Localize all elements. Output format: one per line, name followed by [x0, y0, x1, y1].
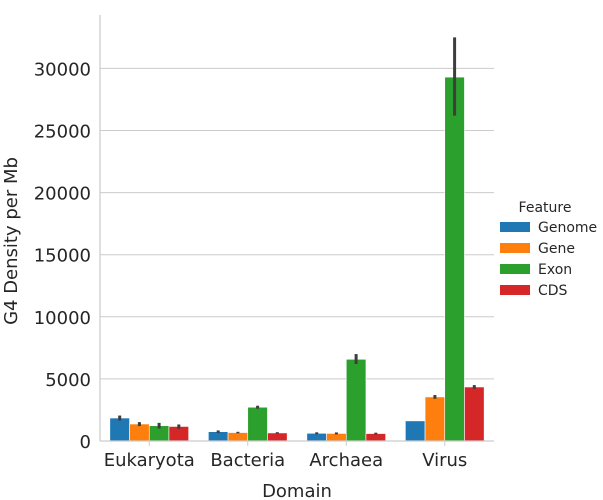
- y-axis-label: G4 Density per Mb: [1, 157, 22, 325]
- y-tick-label: 10000: [34, 308, 91, 329]
- x-tick-label: Virus: [422, 450, 467, 471]
- y-tick-label: 25000: [34, 122, 91, 143]
- y-tick-labels: 0 5000 10000 15000 20000 25000 30000: [34, 59, 91, 453]
- bars: [109, 76, 485, 442]
- x-tick-labels: Eukaryota Bacteria Archaea Virus: [104, 450, 468, 471]
- bar-cds-virus: [464, 386, 485, 442]
- y-tick-label: 20000: [34, 184, 91, 205]
- x-tick-label: Bacteria: [210, 450, 285, 471]
- legend-swatch-cds: [500, 285, 530, 295]
- bar-genome-eukaryota: [109, 417, 130, 442]
- bar-genome-archaea: [306, 432, 327, 442]
- x-tick-label: Eukaryota: [104, 450, 195, 471]
- bar-gene-archaea: [326, 433, 347, 442]
- bar-gene-eukaryota: [129, 423, 150, 442]
- x-axis-label: Domain: [262, 481, 332, 500]
- error-bars: [118, 37, 476, 435]
- legend-title: Feature: [519, 200, 572, 216]
- legend-swatch-exon: [500, 264, 530, 274]
- bar-gene-bacteria: [227, 432, 249, 442]
- x-tick-label: Archaea: [309, 450, 383, 471]
- bar-gene-virus: [424, 396, 446, 442]
- bar-genome-virus: [405, 420, 426, 442]
- y-tick-label: 0: [80, 432, 91, 453]
- legend-label-exon: Exon: [538, 262, 572, 278]
- bar-exon-virus: [444, 76, 465, 442]
- legend-swatch-gene: [500, 243, 530, 253]
- legend-label-genome: Genome: [538, 220, 597, 236]
- y-tick-label: 30000: [34, 59, 91, 80]
- gridlines: [100, 67, 494, 380]
- y-tick-label: 5000: [45, 370, 91, 391]
- bar-exon-bacteria: [247, 406, 268, 442]
- legend-swatch-genome: [500, 222, 530, 232]
- legend: Feature Genome Gene Exon CDS: [500, 200, 597, 299]
- y-tick-label: 15000: [34, 246, 91, 267]
- axes: [99, 15, 494, 446]
- bar-cds-archaea: [365, 433, 386, 442]
- bar-cds-bacteria: [267, 432, 288, 442]
- legend-label-cds: CDS: [538, 283, 568, 299]
- bar-exon-archaea: [345, 358, 367, 442]
- bar-genome-bacteria: [208, 431, 229, 442]
- legend-label-gene: Gene: [538, 241, 575, 257]
